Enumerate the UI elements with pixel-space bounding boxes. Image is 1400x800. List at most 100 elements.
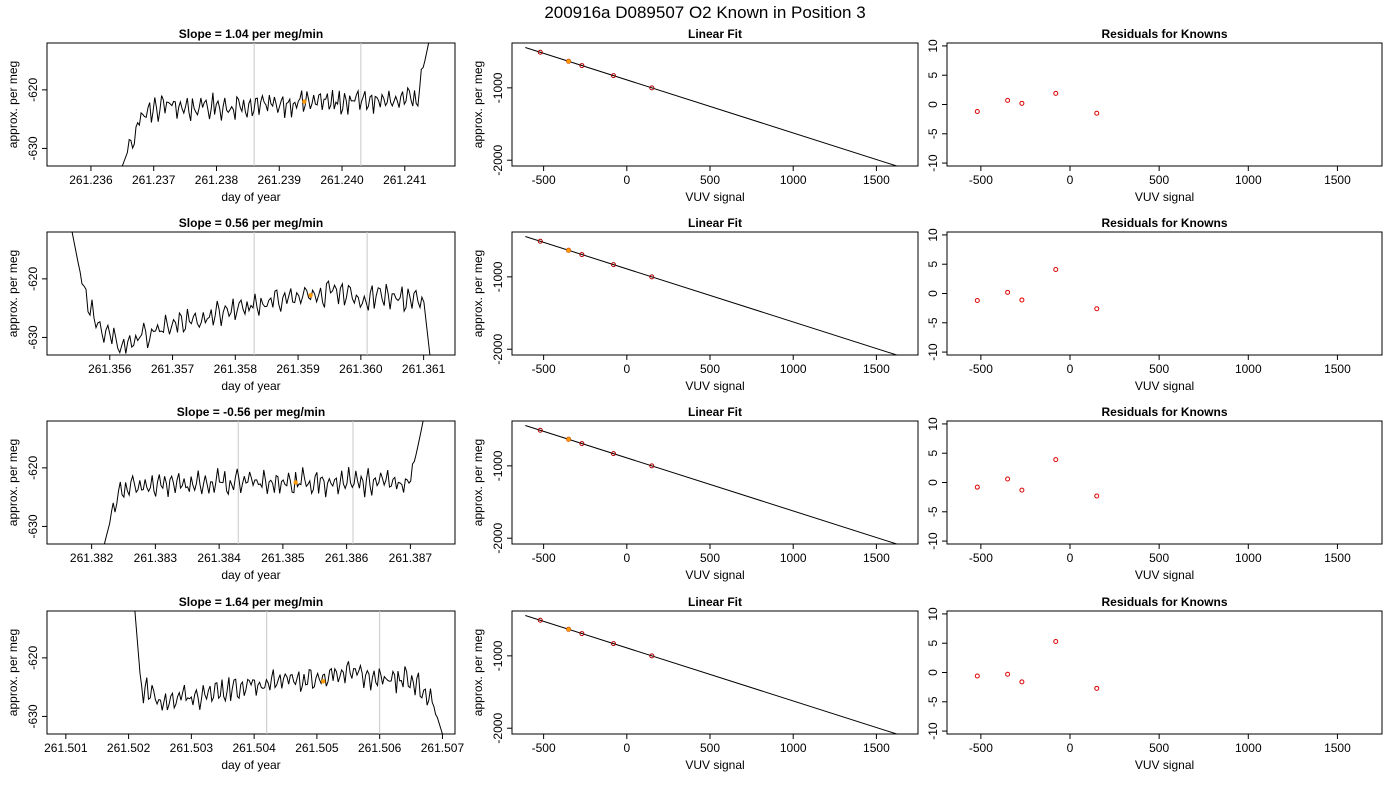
fit-point (649, 653, 655, 659)
x-axis-label: day of year (221, 190, 280, 204)
plot-frame (46, 420, 456, 545)
x-tick-label: 0 (623, 362, 630, 376)
x-tick-label: 500 (1149, 173, 1169, 187)
highlight-point (566, 437, 571, 442)
x-tick-label: 1000 (780, 551, 807, 565)
plot-area (974, 457, 1100, 499)
x-tick-label: 261.361 (402, 362, 446, 376)
x-tick-label: 1500 (863, 551, 890, 565)
mean-marker (320, 679, 326, 684)
x-tick-label: 261.387 (389, 551, 433, 565)
y-axis-label: approx. per meg (471, 250, 485, 337)
plot-frame (46, 42, 456, 167)
panel-2-1: Linear Fit -500 0 500 1000 1500 -1000 -2000 VUV … (471, 405, 919, 582)
residual-point (1005, 97, 1011, 103)
fit-point (579, 63, 585, 69)
x-tick-label: 1000 (780, 362, 807, 376)
x-axis-label: VUV signal (685, 190, 744, 204)
panel-3-2: Residuals for Knowns -500 0 500 1000 1500 10 5 0… (926, 595, 1383, 772)
x-tick-label: 1500 (1324, 741, 1351, 755)
plot-area (103, 421, 424, 544)
panel-1-0: Slope = 0.56 per meg/min 261.356 261.357 26… (6, 216, 456, 393)
y-tick-label: 0 (926, 101, 940, 108)
panel-title: Residuals for Knowns (1101, 216, 1227, 230)
fit-line (525, 47, 899, 166)
y-axis-label: approx. per meg (6, 629, 20, 716)
plot-area (525, 615, 899, 734)
time-series-line (121, 43, 430, 166)
y-axis-label: approx. per meg (471, 439, 485, 526)
y-tick-label: -630 (26, 514, 40, 538)
panel-title: Residuals for Knowns (1101, 595, 1227, 609)
residual-point (1053, 457, 1059, 463)
residual-point (1094, 685, 1100, 691)
x-tick-label: 0 (1067, 741, 1074, 755)
residual-point (1019, 487, 1025, 493)
y-tick-label: -620 (26, 78, 40, 102)
residual-point (1094, 306, 1100, 312)
residual-point (1053, 266, 1059, 272)
plot-area (134, 611, 443, 734)
fit-line (525, 236, 899, 355)
y-tick-label: -10 (926, 532, 940, 550)
x-tick-label: 261.507 (421, 741, 465, 755)
y-tick-label: 10 (926, 228, 940, 242)
x-tick-label: 1500 (863, 741, 890, 755)
y-tick-label: 5 (926, 72, 940, 79)
x-tick-label: 0 (1067, 551, 1074, 565)
residual-point (1053, 638, 1059, 644)
x-tick-label: 1000 (780, 173, 807, 187)
residual-point (1005, 289, 1011, 295)
x-axis-label: day of year (221, 379, 280, 393)
y-axis-label: approx. per meg (6, 250, 20, 337)
x-tick-label: 1500 (1324, 173, 1351, 187)
x-tick-label: 0 (1067, 173, 1074, 187)
panel-title: Residuals for Knowns (1101, 405, 1227, 419)
x-tick-label: 261.385 (261, 551, 305, 565)
x-tick-label: 261.241 (383, 173, 427, 187)
plot-frame (946, 42, 1383, 167)
figure-title: 200916a D089507 O2 Known in Position 3 (544, 3, 865, 22)
panels: Slope = 1.04 per meg/min 261.236 261.237 26… (6, 27, 1383, 772)
panel-title: Slope = 1.04 per meg/min (179, 27, 323, 41)
x-axis-label: VUV signal (685, 758, 744, 772)
fit-point (611, 73, 616, 79)
x-tick-label: 0 (623, 173, 630, 187)
fit-point (579, 631, 585, 637)
residual-point (974, 484, 980, 490)
plot-frame (511, 610, 919, 735)
x-tick-label: 261.360 (339, 362, 383, 376)
x-tick-label: -500 (532, 173, 556, 187)
x-tick-label: 261.359 (276, 362, 320, 376)
time-series-line (103, 421, 424, 544)
y-tick-label: -5 (926, 317, 940, 328)
y-tick-label: -2000 (491, 145, 505, 176)
fit-line (525, 615, 899, 734)
x-axis-label: day of year (221, 568, 280, 582)
residual-point (1094, 493, 1100, 499)
x-axis-label: VUV signal (685, 568, 744, 582)
x-tick-label: 1500 (1324, 551, 1351, 565)
y-tick-label: -10 (926, 343, 940, 361)
residual-point (1094, 110, 1100, 116)
x-tick-label: 0 (623, 551, 630, 565)
panel-0-1: Linear Fit -500 0 500 1000 1500 -1000 -2000 VUV … (471, 27, 919, 204)
panel-title: Linear Fit (688, 27, 742, 41)
highlight-point (566, 627, 571, 632)
y-tick-label: -10 (926, 154, 940, 172)
residual-point (974, 673, 980, 679)
plot-frame (46, 610, 456, 735)
highlight-point (566, 248, 571, 253)
x-tick-label: 500 (1149, 741, 1169, 755)
x-tick-label: 261.506 (358, 741, 402, 755)
x-tick-label: -500 (532, 551, 556, 565)
x-tick-label: -500 (969, 362, 993, 376)
y-tick-label: 5 (926, 450, 940, 457)
fit-point (537, 427, 543, 433)
x-tick-label: 500 (1149, 362, 1169, 376)
y-tick-label: 5 (926, 261, 940, 268)
residual-point (1019, 679, 1025, 685)
x-tick-label: -500 (969, 551, 993, 565)
plot-frame (511, 420, 919, 545)
